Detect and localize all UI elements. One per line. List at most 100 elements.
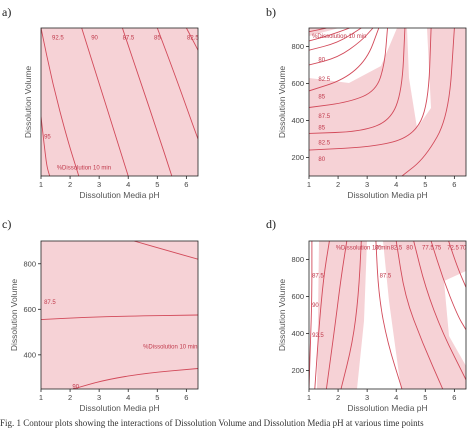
x-tick-label: 4 [394,180,398,189]
contour-label: 70 [460,245,467,251]
contour-label: %Dissolution 10 min [143,345,197,351]
x-tick-label: 3 [365,180,369,189]
contour-label: 95 [44,135,51,141]
unshaded-region [407,28,431,128]
plot-frame [308,27,467,177]
x-tick-label: 3 [97,180,101,189]
contour-line [340,241,362,389]
contour-label: 90 [72,385,79,391]
y-axis-title: Dissolution Volume [277,279,287,352]
y-tick-label: 800 [291,255,304,264]
contour-line [309,241,313,389]
contour-line [309,28,432,151]
plot-frame [308,240,467,390]
contour-lines [309,241,466,389]
contour-line [41,28,80,176]
x-tick-label: 5 [423,180,427,189]
contour-line [401,28,455,176]
contour-label: 85 [375,245,382,251]
x-tick-label: 5 [155,180,159,189]
x-tick-label: 5 [423,393,427,402]
panel-label: b) [266,5,276,19]
contour-line [121,28,173,176]
contour-label: 77.5 [422,245,434,251]
contour-line [41,314,198,321]
contour-line [41,116,51,176]
x-tick-label: 2 [68,180,72,189]
contour-label: 87.5 [123,35,135,41]
contour-line [309,28,362,51]
contour-line [133,241,198,260]
panel-label: c) [2,217,11,231]
contour-lines [41,28,198,176]
y-axis-title: Dissolution Volume [23,66,33,139]
contour-line [309,28,380,92]
unshaded-region [357,241,401,389]
contour-label: 85 [318,95,325,101]
panel-2: b) %Dissolution 10 min 80 82.5 85 87.5 85 82.5 8… [266,5,467,200]
contour-label: %Dissolution 10 min [312,34,366,40]
y-tick-label: 200 [291,366,304,375]
contour-label: 87.5 [44,300,56,306]
contour-line [309,28,374,66]
x-axis-title: Dissolution Media pH [347,190,427,200]
x-axis-title: Dissolution Media pH [79,190,159,200]
y-tick-label: 400 [291,329,304,338]
contour-label: 92.5 [312,333,324,339]
contour-line [413,241,466,381]
contour-line [325,241,348,389]
contour-label: 82.5 [318,141,330,147]
panel-1: a) 92.5 90 87.5 85 82.5 95 %Dissolution 10 min 1… [2,5,199,200]
contour-lines [41,241,198,389]
contour-label: 85 [318,126,325,132]
contour-line [314,241,330,389]
x-tick-label: 1 [39,393,43,402]
plot-area-fill [41,28,198,176]
contour-label: 80 [318,58,325,64]
unshaded-region [309,28,397,83]
x-tick-label: 2 [336,393,340,402]
x-tick-label: 4 [126,393,130,402]
contour-line [395,241,444,389]
contour-line [375,241,403,389]
x-tick-label: 5 [155,393,159,402]
figure-caption: Fig. 1 Contour plots showing the interac… [0,418,424,428]
contour-line [186,28,198,51]
contour-line [72,368,198,389]
contour-label: 82.5 [318,77,330,83]
contour-label: 82.5 [391,245,403,251]
y-tick-label: 600 [291,292,304,301]
plot-frame [40,27,199,177]
contour-label: 72.5 [447,245,459,251]
x-tick-label: 1 [39,180,43,189]
contour-label: 80 [406,245,413,251]
contour-line [156,28,198,140]
contour-line [309,28,406,134]
contour-lines [309,28,455,176]
x-axis-title: Dissolution Media pH [347,403,427,413]
contour-label: 80 [318,157,325,163]
contour-label: 87.5 [380,274,392,280]
x-tick-label: 6 [184,180,188,189]
y-tick-label: 800 [291,42,304,51]
panel-label: a) [2,5,11,19]
contour-label: 90 [312,303,319,309]
contour-label: 92.5 [52,35,64,41]
x-tick-label: 6 [184,393,188,402]
plot-frame [40,240,199,390]
contour-label: %Dissolution 10 min [57,166,111,172]
contour-label: 82.5 [187,35,199,41]
x-tick-label: 3 [365,393,369,402]
x-axis-title: Dissolution Media pH [79,403,159,413]
x-tick-label: 3 [97,393,101,402]
y-axis-title: Dissolution Volume [277,66,287,139]
panel-label: d) [266,217,276,231]
x-tick-label: 4 [394,393,398,402]
contour-label: 90 [91,35,98,41]
y-tick-label: 200 [291,153,304,162]
y-tick-label: 400 [291,116,304,125]
contour-label: 87.5 [318,114,330,120]
contour-line [309,28,388,108]
